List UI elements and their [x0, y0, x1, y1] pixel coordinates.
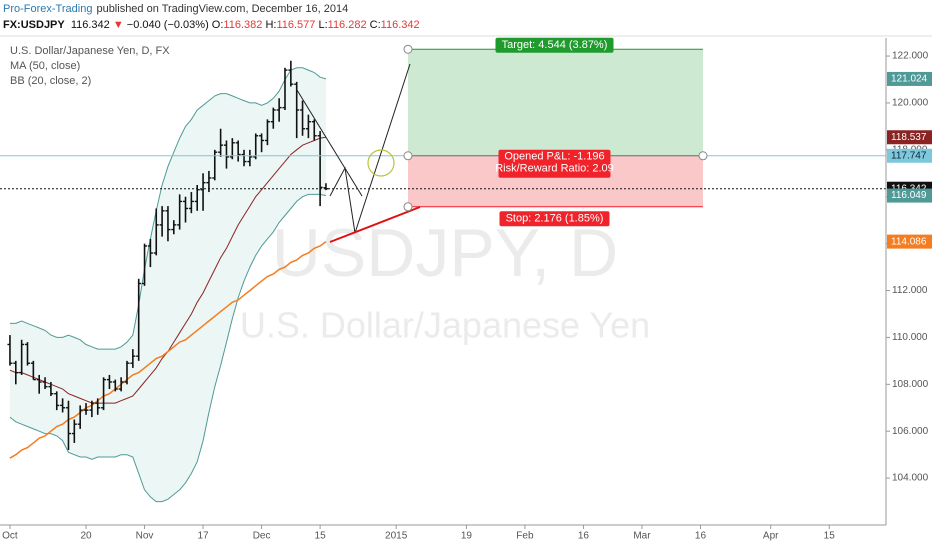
symbol: FX:USDJPY [3, 19, 65, 31]
y-tick-label: 104.000 [892, 473, 929, 484]
high-prefix: H: [265, 19, 276, 31]
x-tick-label: 16 [578, 531, 590, 542]
high-value: 116.577 [276, 19, 315, 31]
x-tick-label: 15 [315, 531, 327, 542]
target-label-box [495, 37, 614, 53]
pnl-label: Opened P&L: -1.196 [504, 151, 604, 163]
y-tick-label: 112.000 [892, 285, 928, 296]
x-tick-label: 19 [461, 531, 473, 542]
bb-upper [9, 67, 327, 350]
published: published on TradingView.com, December 1… [96, 3, 348, 15]
highlight-circle [367, 149, 395, 177]
y-tick-label: 110.000 [892, 332, 928, 343]
bb-upper-price: 121.024 [891, 74, 928, 85]
rr-label: Risk/Reward Ratio: 2.09 [495, 163, 614, 175]
bb-upper-price-box [887, 71, 932, 86]
y-tick-label: 106.000 [892, 426, 929, 437]
legend-bb: BB (20, close, 2) [10, 75, 91, 87]
red-drawing [329, 206, 421, 243]
x-tick-label: Mar [633, 531, 651, 542]
change-arrow: ▼ [113, 19, 124, 31]
close-prefix: C: [370, 19, 381, 31]
pnl-box [498, 149, 611, 178]
close-value: 116.342 [381, 19, 420, 31]
open-value: 116.382 [223, 19, 262, 31]
quote-line: FX:USDJPY 116.342 ▼ −0.040 (−0.03%) O:11… [3, 19, 420, 31]
handle [403, 44, 413, 54]
x-tick-label: Dec [253, 531, 271, 542]
ma-line [9, 240, 327, 459]
profit-zone [408, 49, 703, 156]
y-tick-label: 108.000 [892, 379, 929, 390]
x-tick-label: 15 [824, 531, 836, 542]
change: −0.040 (−0.03%) [127, 19, 209, 31]
last-price: 116.342 [71, 19, 110, 31]
projection [329, 63, 411, 234]
legend-ma: MA (50, close) [10, 60, 80, 72]
ma-price-box [887, 234, 932, 249]
author[interactable]: Pro-Forex-Trading [3, 3, 92, 15]
ma-price: 114.086 [891, 236, 927, 247]
bb-lower-price: 116.049 [891, 190, 927, 201]
open-prefix: O: [212, 19, 224, 31]
watermark-subtitle: U.S. Dollar/Japanese Yen [240, 305, 650, 346]
stop-label: Stop: 2.176 (1.85%) [506, 213, 604, 225]
low-prefix: L: [318, 19, 327, 31]
y-tick-label: 120.000 [892, 98, 929, 109]
handle [403, 202, 413, 212]
x-tick-label: Feb [516, 531, 534, 542]
bb-lower-price-box [887, 188, 932, 203]
legend-title: U.S. Dollar/Japanese Yen, D, FX [10, 45, 170, 57]
bb-basis-price: 118.537 [891, 132, 927, 143]
plot [0, 44, 886, 503]
handle [698, 151, 708, 161]
band-fill [9, 67, 326, 502]
publish-line: Pro-Forex-Trading published on TradingVie… [3, 3, 348, 15]
x-tick-label: Oct [2, 531, 18, 542]
entry-price-box [887, 148, 932, 163]
x-tick-label: Nov [136, 531, 154, 542]
stop-label-box [499, 211, 610, 227]
x-tick-label: 2015 [385, 531, 408, 542]
x-tick-label: 17 [198, 531, 210, 542]
bb-lower [9, 193, 327, 503]
x-tick-label: 20 [80, 531, 92, 542]
x-tick-label: 16 [695, 531, 707, 542]
bb-basis-price-box [887, 130, 932, 145]
low-value: 116.282 [328, 19, 367, 31]
trend-line [296, 89, 363, 197]
watermark: USDJPY, D [272, 215, 618, 291]
x-tick-label: Apr [763, 531, 779, 542]
target-label: Target: 4.544 (3.87%) [502, 39, 608, 51]
y-tick-label: 122.000 [892, 51, 929, 62]
handle [403, 151, 413, 161]
entry-price: 117.747 [891, 150, 927, 161]
